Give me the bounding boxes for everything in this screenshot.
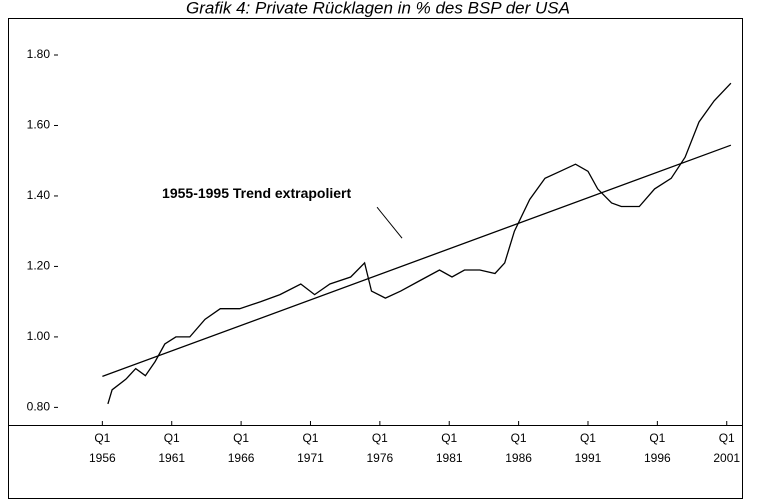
- x-tick-label-part: Q1: [719, 431, 735, 445]
- x-tick-label-part: Q1: [94, 431, 110, 445]
- x-tick-label-part: 1981: [436, 451, 463, 465]
- x-tick-label: Q1 1961: [158, 431, 185, 465]
- x-tick-label-part: Q1: [233, 431, 249, 445]
- x-tick-label-part: 1961: [158, 451, 185, 465]
- x-tick-label-part: 1996: [644, 451, 671, 465]
- y-tick-label: 1.60: [27, 118, 51, 132]
- line-series: [107, 82, 732, 405]
- annotation: 1955-1995 Trend extrapoliert: [162, 185, 351, 201]
- chart-title: Grafik 4: Private Rücklagen in % des BSP…: [186, 0, 570, 17]
- x-tick-label-part: Q1: [649, 431, 665, 445]
- x-tick-label: Q1 1976: [367, 431, 394, 465]
- x-tick-label-part: 1966: [228, 451, 255, 465]
- x-tick-label-part: Q1: [372, 431, 388, 445]
- x-tick-label: Q1 1966: [228, 431, 255, 465]
- y-tick-label: 1.20: [27, 259, 51, 273]
- x-tick-label-part: 1986: [505, 451, 532, 465]
- x-tick-label-part: 2001: [713, 451, 740, 465]
- chart-frame: [8, 18, 743, 499]
- x-tick-label-part: Q1: [441, 431, 457, 445]
- x-tick-label: Q1 1986: [505, 431, 532, 465]
- y-tick-label: 1.80: [27, 47, 51, 61]
- x-tick-label: Q1 1956: [89, 431, 116, 465]
- x-tick-label-part: 1991: [575, 451, 602, 465]
- y-tick-label: 0.80: [27, 400, 51, 414]
- x-tick-label-part: Q1: [511, 431, 527, 445]
- x-tick-label-part: Q1: [302, 431, 318, 445]
- annotation-pointer: [376, 206, 403, 239]
- x-tick-label-part: 1976: [367, 451, 394, 465]
- x-tick-label: Q1 1996: [644, 431, 671, 465]
- y-tick-label: 1.00: [27, 329, 51, 343]
- x-tick-label-part: Q1: [580, 431, 596, 445]
- x-tick-label: Q1 1971: [297, 431, 324, 465]
- x-tick-label-part: 1956: [89, 451, 116, 465]
- x-tick-label-part: Q1: [164, 431, 180, 445]
- x-tick-label-part: 1971: [297, 451, 324, 465]
- x-tick-label: Q1 1981: [436, 431, 463, 465]
- x-tick-label: Q1 2001: [713, 431, 740, 465]
- line-series: [102, 144, 732, 378]
- x-tick-label: Q1 1991: [575, 431, 602, 465]
- y-tick-label: 1.40: [27, 188, 51, 202]
